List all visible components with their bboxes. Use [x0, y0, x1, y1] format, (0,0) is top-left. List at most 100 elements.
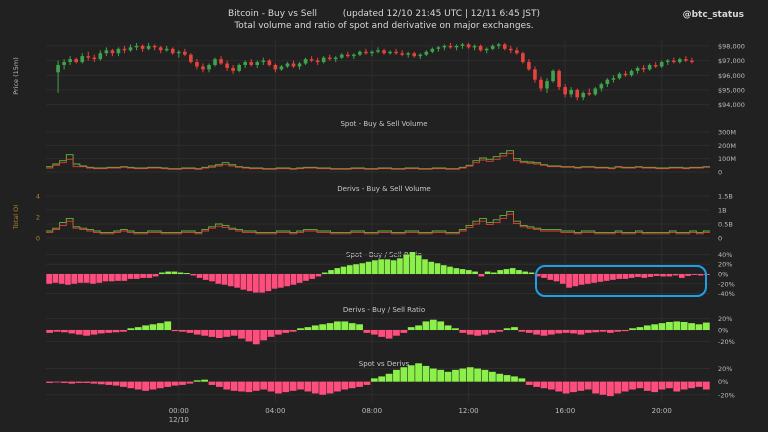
volume-line-buy: [46, 210, 710, 233]
candle-body: [273, 64, 278, 70]
ratio-bar: [246, 274, 253, 292]
x-tick-sublabel: 12/10: [169, 416, 189, 424]
y-tick-label: 100M: [718, 155, 736, 163]
ratio-bar: [215, 381, 223, 387]
candle-body: [454, 45, 459, 48]
ratio-bar: [356, 324, 363, 330]
candle-body: [219, 59, 223, 64]
candle-body: [176, 51, 181, 54]
ratio-bar: [184, 273, 190, 274]
ratio-bar: [584, 381, 592, 390]
ratio-bar: [393, 369, 400, 382]
y-tick-label: $97,000: [718, 57, 745, 65]
ratio-bar: [96, 274, 103, 283]
candle-body: [116, 48, 121, 54]
left-tick-label: 4: [36, 193, 40, 201]
y-tick-label: 20%: [718, 365, 732, 373]
chart-title-line: Bitcoin - Buy vs Sell (updated 12/10 21:…: [0, 8, 768, 20]
ratio-bar: [474, 368, 481, 382]
ratio-bar: [511, 376, 518, 382]
ratio-bar: [559, 274, 566, 284]
ratio-bar: [635, 274, 641, 277]
ratio-bar: [102, 274, 109, 282]
ratio-bar: [348, 381, 356, 389]
ratio-bar: [672, 274, 679, 276]
ratio-bar: [171, 381, 179, 386]
volume-line-buy: [46, 150, 710, 170]
y-tick-label: 20%: [718, 261, 732, 269]
ratio-bar: [105, 381, 113, 385]
ratio-bar: [400, 367, 408, 382]
ratio-bar: [444, 371, 452, 382]
ratio-bar: [61, 330, 68, 333]
ratio-bar: [83, 381, 90, 383]
candle-body: [134, 45, 139, 48]
ratio-bar: [215, 274, 222, 284]
ratio-bar: [465, 270, 472, 274]
ratio-bar: [533, 330, 541, 335]
candle-body: [140, 45, 145, 49]
ratio-bar: [447, 266, 453, 274]
y-tick-label: 0%: [718, 327, 728, 335]
x-tick-label: 16:00: [555, 407, 575, 415]
candle-body: [207, 64, 211, 70]
ratio-bar: [562, 330, 570, 333]
candle-body: [400, 53, 404, 55]
candle-body: [665, 60, 670, 63]
ratio-bar: [190, 274, 197, 276]
candle-body: [629, 70, 634, 76]
ratio-bar: [164, 381, 172, 387]
ratio-bar: [629, 328, 636, 330]
candle-body: [502, 44, 507, 49]
ratio-bar: [209, 274, 215, 282]
ratio-bar: [245, 330, 253, 342]
ratio-bar: [622, 274, 629, 279]
ratio-bar: [497, 270, 503, 274]
ratio-bar: [83, 330, 90, 336]
ratio-bar: [525, 381, 533, 385]
ratio-bar: [385, 373, 393, 382]
ratio-bar: [215, 330, 223, 338]
y-axis-label: Price (15m): [12, 57, 20, 95]
ratio-bar: [484, 271, 491, 274]
candle-body: [484, 48, 489, 51]
ratio-bar: [363, 381, 371, 385]
ratio-bar: [697, 274, 704, 276]
panel-title: Derivs - Buy / Sell Ratio: [343, 306, 425, 314]
candle-body: [358, 51, 362, 55]
ratio-bar: [397, 258, 403, 274]
ratio-bar: [156, 323, 164, 330]
ratio-bar: [518, 330, 526, 332]
candle-body: [635, 67, 640, 71]
ratio-bar: [201, 330, 209, 336]
y-tick-label: $98,000: [718, 42, 745, 50]
ratio-bar: [346, 265, 353, 274]
chart-title: Bitcoin - Buy vs Sell: [227, 9, 318, 19]
candle-body: [551, 70, 555, 82]
ratio-bar: [238, 330, 245, 339]
ratio-bar: [227, 274, 234, 287]
candle-body: [225, 63, 229, 68]
ratio-bar: [53, 381, 61, 383]
candle-body: [152, 45, 157, 48]
ratio-bar: [547, 274, 554, 280]
candle-body: [267, 60, 272, 65]
ratio-bar: [152, 274, 159, 277]
ratio-bar: [230, 330, 238, 336]
y-tick-label: 0%: [718, 271, 728, 279]
candle-body: [98, 53, 103, 60]
y-tick-label: -40%: [718, 290, 735, 298]
candle-body: [533, 69, 537, 80]
candle-body: [285, 63, 290, 67]
candle-body: [605, 79, 610, 85]
ratio-bar: [516, 270, 522, 274]
candle-body: [593, 88, 598, 95]
y-tick-label: 1B: [718, 207, 727, 215]
ratio-bar: [621, 381, 629, 392]
candle-body: [170, 48, 175, 54]
ratio-bar: [142, 381, 149, 391]
ratio-bar: [193, 380, 201, 382]
y-tick-label: 0.5B: [718, 221, 733, 229]
ratio-bar: [444, 325, 452, 330]
ratio-bar: [680, 322, 688, 330]
